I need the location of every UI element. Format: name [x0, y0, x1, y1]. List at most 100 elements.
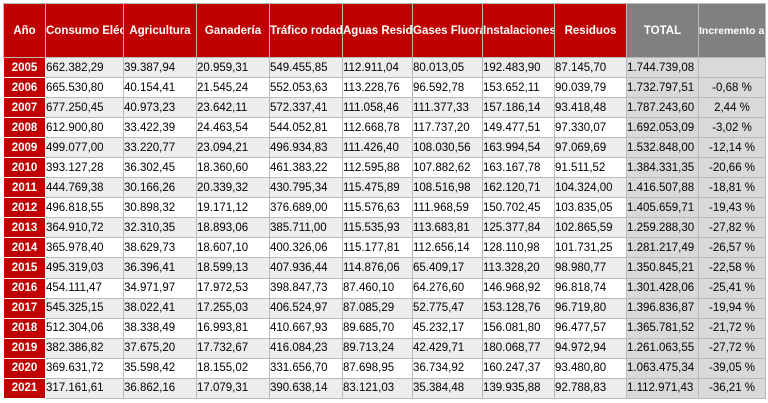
year-cell: 2017 — [3, 297, 46, 319]
table-row: 2017 545.325,15 38.022,41 17.255,03 406.524,… — [3, 297, 766, 319]
residuos-cell: 96.477,57 — [554, 317, 627, 339]
table-body: 2005 662.382,29 39.387,94 20.959,31 549.455,… — [3, 56, 766, 400]
residuos-cell: 90.039,79 — [554, 77, 627, 99]
instalaciones-cell: 113.328,20 — [482, 257, 555, 279]
trafico-cell: 430.795,34 — [269, 177, 343, 199]
residuos-cell: 91.511,52 — [554, 157, 627, 179]
aguas-cell: 87.698,95 — [342, 357, 413, 379]
total-cell: 1.063.475,34 — [626, 357, 699, 379]
table-row: 2021 317.161,61 36.862,16 17.079,31 390.638,… — [3, 377, 766, 400]
agricultura-cell: 36.396,41 — [123, 257, 197, 279]
residuos-cell: 97.330,07 — [554, 117, 627, 139]
incremento-cell: -3,02 % — [698, 117, 766, 139]
consumo-cell: 317.161,61 — [45, 377, 124, 400]
instalaciones-cell: 128.110,98 — [482, 237, 555, 259]
trafico-cell: 496.934,83 — [269, 137, 343, 159]
incremento-cell: -22,58 % — [698, 257, 766, 279]
header-trafico-rodado: Tráfico rodado — [269, 3, 343, 58]
trafico-cell: 552.053,63 — [269, 77, 343, 99]
agricultura-cell: 33.220,77 — [123, 137, 197, 159]
header-instalaciones-fijas: Instalaciones Fijas — [482, 3, 555, 58]
total-cell: 1.396.836,87 — [626, 297, 699, 319]
instalaciones-cell: 163.167,78 — [482, 157, 555, 179]
consumo-cell: 454.111,47 — [45, 277, 124, 299]
aguas-cell: 89.685,70 — [342, 317, 413, 339]
aguas-cell: 115.576,63 — [342, 197, 413, 219]
table-row: 2009 499.077,00 33.220,77 23.094,21 496.934,… — [3, 137, 766, 159]
total-cell: 1.350.845,21 — [626, 257, 699, 279]
trafico-cell: 398.847,73 — [269, 277, 343, 299]
residuos-cell: 103.835,05 — [554, 197, 627, 219]
year-cell: 2020 — [3, 357, 46, 379]
instalaciones-cell: 139.935,88 — [482, 377, 555, 400]
header-ano: Año — [3, 3, 46, 58]
agricultura-cell: 39.387,94 — [123, 56, 197, 79]
ganaderia-cell: 17.079,31 — [196, 377, 270, 400]
table-row: 2015 495.319,03 36.396,41 18.599,13 407.936,… — [3, 257, 766, 279]
year-cell: 2006 — [3, 77, 46, 99]
trafico-cell: 376.689,00 — [269, 197, 343, 219]
residuos-cell: 98.980,77 — [554, 257, 627, 279]
agricultura-cell: 38.629,73 — [123, 237, 197, 259]
instalaciones-cell: 156.081,80 — [482, 317, 555, 339]
year-cell: 2014 — [3, 237, 46, 259]
total-cell: 1.787.243,60 — [626, 97, 699, 119]
aguas-cell: 111.058,46 — [342, 97, 413, 119]
ganaderia-cell: 23.642,11 — [196, 97, 270, 119]
total-cell: 1.405.659,71 — [626, 197, 699, 219]
consumo-cell: 393.127,28 — [45, 157, 124, 179]
incremento-cell: -19,94 % — [698, 297, 766, 319]
total-cell: 1.732.797,51 — [626, 77, 699, 99]
agricultura-cell: 32.310,35 — [123, 217, 197, 239]
year-cell: 2016 — [3, 277, 46, 299]
incremento-cell: -19,43 % — [698, 197, 766, 219]
gases-cell: 65.409,17 — [412, 257, 483, 279]
trafico-cell: 407.936,44 — [269, 257, 343, 279]
consumo-cell: 496.818,55 — [45, 197, 124, 219]
table-row: 2020 369.631,72 35.598,42 18.155,02 331.656,… — [3, 357, 766, 379]
residuos-cell: 94.972,94 — [554, 337, 627, 359]
total-cell: 1.384.331,35 — [626, 157, 699, 179]
consumo-cell: 665.530,80 — [45, 77, 124, 99]
total-cell: 1.532.848,00 — [626, 137, 699, 159]
ganaderia-cell: 21.545,24 — [196, 77, 270, 99]
incremento-cell: -12,14 % — [698, 137, 766, 159]
gases-cell: 113.683,81 — [412, 217, 483, 239]
aguas-cell: 114.876,06 — [342, 257, 413, 279]
year-cell: 2008 — [3, 117, 46, 139]
table-row: 2018 512.304,06 38.338,49 16.993,81 410.667,… — [3, 317, 766, 339]
residuos-cell: 101.731,25 — [554, 237, 627, 259]
table-row: 2014 365.978,40 38.629,73 18.607,10 400.326,… — [3, 237, 766, 259]
ganaderia-cell: 20.339,32 — [196, 177, 270, 199]
table-row: 2007 677.250,45 40.973,23 23.642,11 572.337,… — [3, 97, 766, 119]
incremento-cell: -21,72 % — [698, 317, 766, 339]
agricultura-cell: 36.302,45 — [123, 157, 197, 179]
aguas-cell: 112.595,88 — [342, 157, 413, 179]
incremento-cell: -27,82 % — [698, 217, 766, 239]
incremento-cell — [698, 56, 766, 79]
trafico-cell: 416.084,23 — [269, 337, 343, 359]
aguas-cell: 115.475,89 — [342, 177, 413, 199]
residuos-cell: 96.719,80 — [554, 297, 627, 319]
table-row: 2013 364.910,72 32.310,35 18.893,06 385.711,… — [3, 217, 766, 239]
gases-cell: 112.656,14 — [412, 237, 483, 259]
consumo-cell: 364.910,72 — [45, 217, 124, 239]
header-residuos: Residuos — [554, 3, 627, 58]
agricultura-cell: 40.154,41 — [123, 77, 197, 99]
trafico-cell: 390.638,14 — [269, 377, 343, 400]
agricultura-cell: 36.862,16 — [123, 377, 197, 400]
gases-cell: 108.030,56 — [412, 137, 483, 159]
aguas-cell: 87.460,10 — [342, 277, 413, 299]
total-cell: 1.281.217,49 — [626, 237, 699, 259]
aguas-cell: 83.121,03 — [342, 377, 413, 400]
gases-cell: 80.013,05 — [412, 56, 483, 79]
total-cell: 1.301.428,06 — [626, 277, 699, 299]
gases-cell: 64.276,60 — [412, 277, 483, 299]
total-cell: 1.261.063,55 — [626, 337, 699, 359]
incremento-cell: -36,21 % — [698, 377, 766, 400]
trafico-cell: 572.337,41 — [269, 97, 343, 119]
agricultura-cell: 38.022,41 — [123, 297, 197, 319]
trafico-cell: 331.656,70 — [269, 357, 343, 379]
consumo-cell: 512.304,06 — [45, 317, 124, 339]
ganaderia-cell: 17.255,03 — [196, 297, 270, 319]
